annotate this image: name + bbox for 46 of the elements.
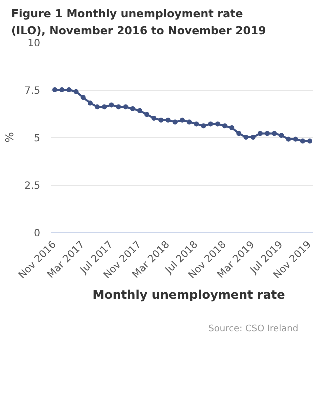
- point: [250, 135, 256, 140]
- y-tick-label: 2.5: [24, 181, 41, 192]
- point: [208, 122, 214, 127]
- point: [293, 136, 298, 142]
- point: [144, 112, 150, 118]
- point: [80, 95, 86, 100]
- point: [130, 106, 136, 112]
- source-note: Source: CSO Ireland: [208, 324, 299, 334]
- point: [215, 122, 220, 127]
- point: [66, 88, 72, 92]
- point: [307, 138, 312, 144]
- point: [236, 131, 242, 136]
- y-tick-label: 0: [34, 228, 41, 240]
- point: [244, 135, 249, 140]
- point: [201, 124, 206, 129]
- point: [166, 118, 171, 123]
- text: Monthly unemployment rate: [92, 288, 286, 302]
- point: [123, 104, 128, 110]
- point: [272, 131, 278, 136]
- point: [300, 138, 306, 144]
- chart-title: Figure 1 Monthly unemployment rate (ILO), November 2016 to November 2019: [12, 8, 266, 38]
- point: [286, 136, 292, 142]
- point: [116, 104, 122, 110]
- point: [95, 104, 100, 110]
- y-axis-title: %: [4, 132, 17, 143]
- point: [138, 108, 143, 114]
- point: [222, 124, 228, 129]
- point: [264, 131, 270, 136]
- y-tick-label: 10: [28, 38, 41, 50]
- point: [180, 118, 185, 123]
- point: [172, 120, 178, 125]
- point: [152, 116, 157, 121]
- point: [74, 89, 79, 94]
- point: [109, 102, 114, 108]
- point: [258, 131, 263, 136]
- point: [194, 122, 200, 127]
- point: [279, 133, 284, 138]
- point: [102, 104, 108, 110]
- y-tick-label: 5: [34, 134, 41, 144]
- point: [187, 120, 192, 125]
- y-tick-label: 7.5: [24, 86, 41, 97]
- point: [158, 118, 164, 123]
- point: [60, 88, 65, 92]
- point: [52, 88, 58, 92]
- point: [88, 100, 93, 106]
- point: [230, 126, 235, 130]
